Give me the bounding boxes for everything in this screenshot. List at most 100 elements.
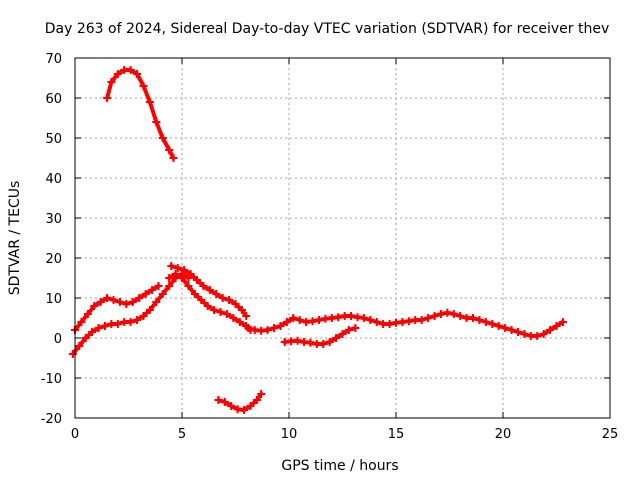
data-point bbox=[533, 332, 542, 340]
data-point bbox=[240, 406, 249, 414]
series-layer bbox=[68, 66, 567, 414]
y-tick-label: 70 bbox=[45, 52, 62, 67]
data-point bbox=[75, 342, 84, 350]
data-point bbox=[103, 94, 112, 102]
data-point bbox=[513, 328, 522, 336]
y-tick-label: -10 bbox=[41, 372, 62, 387]
data-point bbox=[229, 314, 238, 322]
data-point bbox=[481, 318, 490, 326]
data-point bbox=[158, 290, 167, 298]
y-tick-label: 30 bbox=[45, 212, 62, 227]
data-point bbox=[190, 290, 199, 298]
data-point bbox=[169, 154, 178, 162]
data-point bbox=[100, 322, 109, 330]
x-tick-label: 20 bbox=[495, 427, 512, 442]
data-point bbox=[308, 317, 317, 326]
data-point bbox=[436, 310, 445, 318]
data-point bbox=[366, 316, 375, 324]
data-point bbox=[424, 314, 433, 322]
series-track-a bbox=[103, 66, 178, 162]
data-point bbox=[214, 396, 223, 404]
data-point bbox=[257, 390, 266, 398]
data-point bbox=[128, 298, 137, 306]
data-point bbox=[546, 326, 555, 334]
data-point bbox=[184, 282, 193, 290]
data-point bbox=[199, 282, 208, 290]
data-point bbox=[332, 334, 341, 342]
data-point bbox=[122, 300, 131, 308]
data-point bbox=[178, 274, 186, 282]
y-tick-label: 60 bbox=[45, 92, 62, 107]
data-point bbox=[165, 282, 174, 290]
y-axis-ticks: -20 -10 0 10 20 30 40 50 60 70 bbox=[41, 52, 610, 427]
data-point bbox=[152, 298, 161, 306]
data-point bbox=[359, 314, 368, 322]
series-track-e bbox=[165, 270, 255, 334]
data-point bbox=[338, 330, 347, 338]
data-point bbox=[501, 324, 510, 332]
data-point bbox=[154, 282, 163, 290]
data-point bbox=[475, 316, 484, 324]
data-point bbox=[173, 264, 182, 272]
data-point bbox=[227, 402, 236, 410]
data-point bbox=[165, 146, 174, 154]
data-point bbox=[68, 350, 77, 358]
x-tick-label: 15 bbox=[388, 427, 405, 442]
data-point bbox=[282, 318, 291, 326]
series-track-f bbox=[244, 308, 567, 340]
data-point bbox=[242, 312, 251, 320]
series-track-g bbox=[280, 324, 360, 348]
data-point bbox=[558, 318, 567, 326]
data-point bbox=[347, 312, 356, 320]
data-point bbox=[165, 274, 174, 282]
grid bbox=[75, 58, 610, 418]
data-point bbox=[270, 324, 279, 332]
data-point bbox=[244, 324, 253, 332]
data-point bbox=[372, 318, 381, 326]
x-tick-label: 0 bbox=[71, 427, 79, 442]
data-point bbox=[417, 316, 426, 324]
data-point bbox=[145, 98, 154, 106]
data-point bbox=[109, 296, 118, 304]
data-point bbox=[494, 322, 503, 330]
data-point bbox=[385, 320, 394, 328]
data-point bbox=[205, 286, 214, 294]
data-point bbox=[88, 328, 97, 336]
x-axis-label: GPS time / hours bbox=[281, 458, 398, 474]
data-point bbox=[225, 296, 234, 304]
data-point bbox=[192, 276, 201, 284]
data-point bbox=[344, 326, 353, 334]
x-tick-label: 10 bbox=[281, 427, 298, 442]
y-tick-label: 0 bbox=[54, 332, 62, 347]
data-point bbox=[334, 313, 343, 322]
data-point bbox=[469, 314, 478, 322]
data-point bbox=[212, 290, 221, 298]
data-point bbox=[216, 308, 225, 316]
y-tick-label: 50 bbox=[45, 132, 62, 147]
data-point bbox=[449, 310, 458, 318]
x-tick-label: 25 bbox=[602, 427, 619, 442]
data-point bbox=[235, 318, 244, 326]
data-point bbox=[180, 266, 189, 274]
data-point bbox=[539, 330, 548, 338]
data-point bbox=[115, 298, 124, 306]
x-axis-ticks: 0 5 10 15 20 25 bbox=[71, 58, 618, 442]
data-point bbox=[263, 326, 272, 334]
data-point bbox=[186, 270, 195, 278]
data-point bbox=[171, 270, 180, 278]
data-point bbox=[222, 310, 231, 318]
y-tick-label: 20 bbox=[45, 252, 62, 267]
data-point bbox=[319, 340, 328, 348]
data-point bbox=[488, 320, 497, 328]
data-point bbox=[430, 312, 439, 320]
data-point bbox=[90, 302, 99, 310]
data-point bbox=[314, 316, 323, 324]
data-point bbox=[158, 134, 167, 142]
data-point bbox=[107, 78, 116, 86]
data-point bbox=[83, 310, 92, 318]
data-point bbox=[203, 302, 212, 310]
data-point bbox=[210, 306, 219, 314]
data-point bbox=[81, 334, 90, 342]
data-point bbox=[218, 294, 227, 302]
data-point bbox=[145, 306, 154, 314]
